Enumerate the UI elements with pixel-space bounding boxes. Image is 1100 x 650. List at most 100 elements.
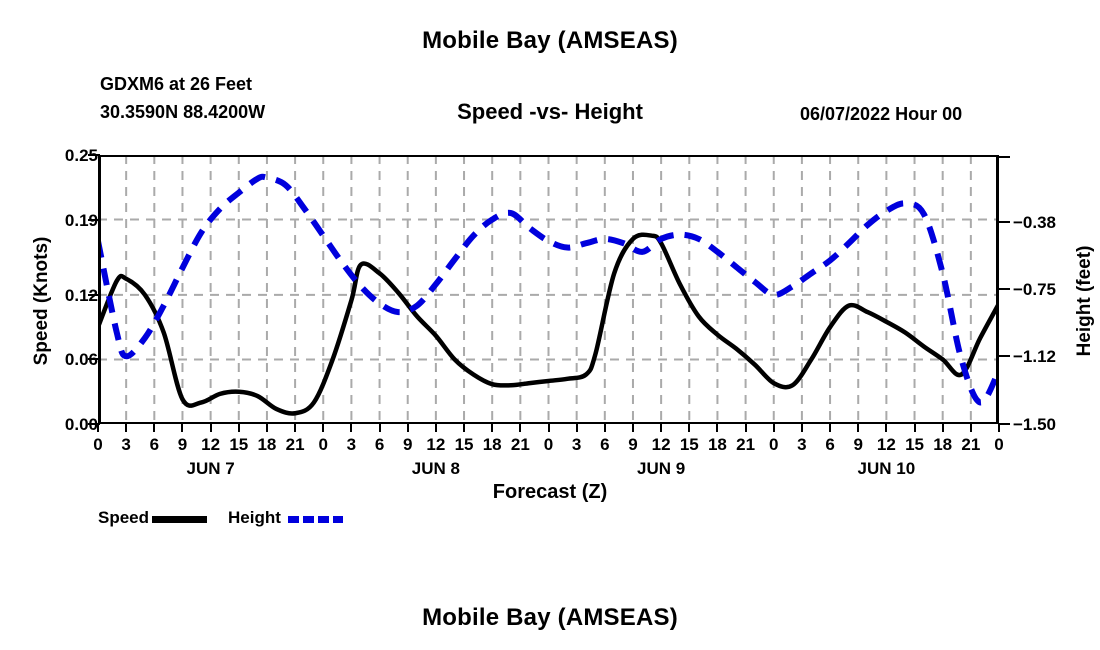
x-tick-mark bbox=[463, 424, 466, 432]
x-tick-label: 12 bbox=[876, 435, 896, 454]
x-tick-label: 9 bbox=[628, 435, 638, 454]
x-tick-label: 6 bbox=[374, 435, 385, 454]
x-tick-label: 3 bbox=[797, 435, 807, 454]
station-info: GDXM6 at 26 Feet bbox=[100, 74, 253, 94]
x-tick-mark bbox=[631, 424, 634, 432]
x-tick-mark bbox=[660, 424, 663, 432]
x-tick-mark bbox=[294, 424, 297, 432]
y-tick-label-left: 0.19 bbox=[64, 210, 98, 230]
plot-svg bbox=[98, 155, 999, 424]
x-axis-day-label: JUN 8 bbox=[411, 459, 460, 478]
x-tick-mark bbox=[688, 424, 691, 432]
x-tick-label: 6 bbox=[149, 435, 160, 454]
x-tick-label: 6 bbox=[600, 435, 610, 454]
y-tick-mark-left bbox=[88, 358, 100, 361]
legend-swatch-speed bbox=[152, 516, 207, 523]
x-tick-label: 0 bbox=[994, 435, 1004, 454]
forecast-datestamp: 06/07/2022 Hour 00 bbox=[800, 104, 963, 124]
x-tick-mark bbox=[350, 424, 353, 432]
page-title-bottom: Mobile Bay (AMSEAS) bbox=[422, 604, 678, 631]
legend-label-height: Height bbox=[228, 508, 281, 527]
y-tick-label-right: −0.38 bbox=[1013, 213, 1057, 233]
x-tick-label: 0 bbox=[318, 435, 328, 454]
x-tick-mark bbox=[153, 424, 156, 432]
x-tick-mark bbox=[434, 424, 437, 432]
x-tick-label: 18 bbox=[933, 435, 953, 454]
x-tick-label: 12 bbox=[651, 435, 671, 454]
x-tick-mark bbox=[857, 424, 860, 432]
x-tick-mark bbox=[547, 424, 550, 432]
plot-area bbox=[98, 155, 999, 424]
station-coordinates: 30.3590N 88.4200W bbox=[100, 102, 266, 122]
x-tick-label: 15 bbox=[679, 435, 699, 454]
x-tick-mark bbox=[125, 424, 128, 432]
x-tick-label: 3 bbox=[571, 435, 582, 454]
x-tick-mark bbox=[885, 424, 888, 432]
x-tick-mark bbox=[772, 424, 775, 432]
x-axis-day-label: JUN 9 bbox=[637, 459, 686, 478]
x-tick-mark bbox=[800, 424, 803, 432]
y-tick-label-right: −1.12 bbox=[1013, 346, 1057, 366]
y-tick-mark-right bbox=[998, 288, 1010, 291]
x-tick-mark bbox=[716, 424, 719, 432]
x-tick-mark bbox=[913, 424, 916, 432]
x-tick-mark bbox=[265, 424, 268, 432]
x-tick-label: 9 bbox=[177, 435, 188, 454]
x-tick-label: 0 bbox=[769, 435, 779, 454]
y-tick-label-left: 0.12 bbox=[64, 285, 98, 305]
y-tick-label-right: −0.75 bbox=[1013, 280, 1057, 300]
x-tick-mark bbox=[603, 424, 606, 432]
legend-label-speed: Speed bbox=[98, 508, 150, 527]
x-axis-day-label: JUN 10 bbox=[857, 459, 916, 478]
y-tick-mark-left bbox=[88, 293, 100, 296]
y-tick-label-right: −1.50 bbox=[1013, 415, 1057, 434]
x-tick-label: 18 bbox=[482, 435, 502, 454]
x-axis-day-label: JUN 7 bbox=[186, 459, 235, 478]
x-tick-mark bbox=[209, 424, 212, 432]
x-tick-mark bbox=[941, 424, 944, 432]
x-tick-mark bbox=[406, 424, 409, 432]
legend-swatch-height bbox=[288, 516, 343, 523]
x-tick-mark bbox=[744, 424, 747, 432]
x-tick-label: 12 bbox=[201, 435, 221, 454]
x-tick-mark bbox=[829, 424, 832, 432]
y-tick-mark-left bbox=[88, 218, 100, 221]
y-tick-mark-left bbox=[88, 423, 100, 425]
y-tick-label-left: 0.25 bbox=[64, 146, 98, 165]
x-tick-label: 18 bbox=[707, 435, 727, 454]
x-tick-mark bbox=[998, 424, 1000, 432]
x-axis-label: Forecast (Z) bbox=[492, 481, 608, 503]
x-tick-label: 9 bbox=[402, 435, 413, 454]
x-tick-label: 21 bbox=[736, 435, 756, 454]
y-tick-mark-left bbox=[88, 154, 100, 156]
x-tick-label: 6 bbox=[825, 435, 835, 454]
x-tick-label: 15 bbox=[905, 435, 924, 454]
x-tick-mark bbox=[378, 424, 381, 432]
x-tick-mark bbox=[181, 424, 184, 432]
x-tick-label: 3 bbox=[346, 435, 357, 454]
x-tick-mark bbox=[322, 424, 325, 432]
x-tick-label: 21 bbox=[961, 435, 981, 454]
chart-subtitle: Speed -vs- Height bbox=[457, 99, 643, 124]
x-tick-label: 15 bbox=[454, 435, 474, 454]
x-tick-mark bbox=[575, 424, 578, 432]
x-tick-mark bbox=[237, 424, 240, 432]
x-tick-mark bbox=[97, 424, 99, 432]
y-tick-mark-right bbox=[998, 423, 1010, 425]
y-tick-mark-right bbox=[998, 156, 1010, 158]
x-tick-label: 18 bbox=[257, 435, 277, 454]
x-tick-mark bbox=[969, 424, 972, 432]
x-tick-label: 3 bbox=[121, 435, 131, 454]
x-tick-mark bbox=[491, 424, 494, 432]
x-tick-label: 0 bbox=[543, 435, 554, 454]
x-tick-label: 12 bbox=[426, 435, 446, 454]
y-tick-mark-right bbox=[998, 354, 1010, 357]
x-tick-label: 21 bbox=[510, 435, 530, 454]
x-tick-label: 15 bbox=[229, 435, 249, 454]
y-tick-label-left: 0.06 bbox=[64, 350, 98, 370]
plot-frame bbox=[98, 155, 999, 424]
x-tick-mark bbox=[519, 424, 522, 432]
y-tick-label-left: 0.00 bbox=[64, 415, 98, 434]
series-line-height bbox=[98, 173, 999, 406]
